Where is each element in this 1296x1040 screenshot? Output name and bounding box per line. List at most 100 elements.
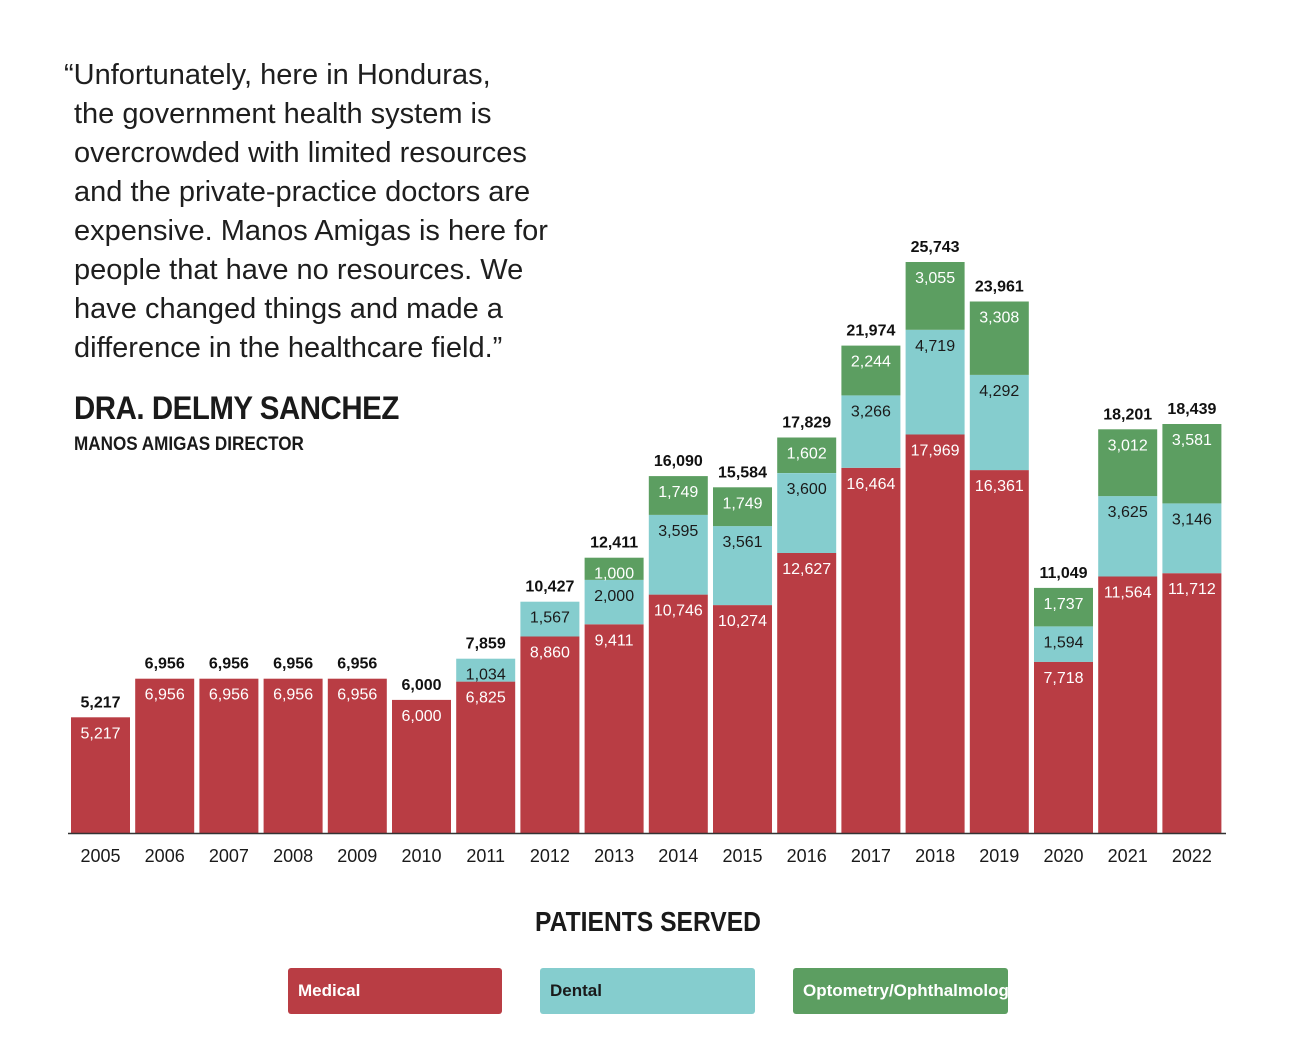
total-label: 6,956 bbox=[209, 656, 249, 673]
segment-label-medical: 11,564 bbox=[1104, 585, 1152, 602]
total-label: 17,829 bbox=[782, 415, 831, 432]
segment-label-dental: 1,567 bbox=[530, 610, 570, 627]
segment-label-medical: 17,969 bbox=[911, 442, 960, 459]
bar-segment-medical bbox=[71, 717, 130, 833]
quote-line: have changed things and made a bbox=[74, 293, 503, 325]
x-tick-label: 2011 bbox=[466, 846, 505, 866]
bar-segment-dental bbox=[905, 329, 965, 435]
segment-label-medical: 6,956 bbox=[145, 687, 185, 704]
quote-author: DRA. DELMY SANCHEZ bbox=[74, 390, 399, 426]
total-label: 6,956 bbox=[273, 656, 313, 673]
x-tick-label: 2010 bbox=[401, 846, 441, 866]
bar-segment-optometry bbox=[1162, 424, 1222, 504]
bar-segment-dental bbox=[1034, 626, 1093, 662]
bar-segment-medical bbox=[841, 467, 901, 833]
quote-line: people that have no resources. We bbox=[74, 254, 524, 286]
bar-segment-optometry bbox=[1034, 587, 1093, 627]
bar-segment-optometry bbox=[1098, 429, 1158, 497]
x-tick-label: 2005 bbox=[80, 846, 120, 866]
segment-label-dental: 3,146 bbox=[1172, 511, 1212, 528]
quote-line: “Unfortunately, here in Honduras, bbox=[64, 59, 491, 91]
segment-label-dental: 3,600 bbox=[787, 481, 827, 498]
bar-segment-dental bbox=[1162, 503, 1222, 574]
legend-medical: Medical bbox=[288, 968, 502, 1014]
segment-label-dental: 1,034 bbox=[466, 667, 506, 684]
x-tick-label: 2015 bbox=[722, 846, 762, 866]
x-tick-label: 2020 bbox=[1043, 846, 1083, 866]
bar-segment-optometry bbox=[713, 487, 772, 527]
bar-segment-optometry bbox=[777, 437, 837, 473]
x-tick-label: 2007 bbox=[209, 846, 249, 866]
segment-label-dental: 1,594 bbox=[1043, 635, 1083, 652]
segment-label-medical: 11,712 bbox=[1168, 581, 1216, 598]
segment-label-optometry: 3,055 bbox=[915, 270, 955, 287]
bar-segment-optometry bbox=[841, 345, 901, 396]
segment-label-dental: 3,625 bbox=[1108, 504, 1148, 521]
segment-label-medical: 12,627 bbox=[782, 561, 831, 578]
segment-label-dental: 2,000 bbox=[594, 588, 634, 605]
x-tick-label: 2022 bbox=[1172, 846, 1212, 866]
segment-label-optometry: 3,012 bbox=[1108, 437, 1148, 454]
quote-author-role: MANOS AMIGAS DIRECTOR bbox=[74, 434, 304, 455]
bar-segment-dental bbox=[969, 374, 1029, 471]
segment-label-optometry: 1,749 bbox=[722, 495, 762, 512]
x-tick-label: 2019 bbox=[979, 846, 1019, 866]
segment-label-medical: 6,956 bbox=[273, 687, 313, 704]
segment-label-optometry: 1,602 bbox=[787, 446, 827, 463]
bar-segment-medical bbox=[456, 681, 516, 833]
segment-label-dental: 4,719 bbox=[915, 338, 955, 355]
bar-segment-medical bbox=[713, 605, 772, 833]
segment-label-optometry: 1,000 bbox=[594, 566, 634, 583]
segment-label-optometry: 3,308 bbox=[979, 310, 1019, 327]
bar-segment-medical bbox=[584, 624, 644, 833]
chart-title: PATIENTS SERVED bbox=[535, 906, 761, 937]
bar-segment-medical bbox=[263, 678, 323, 833]
total-label: 23,961 bbox=[975, 279, 1024, 296]
x-tick-label: 2016 bbox=[787, 846, 827, 866]
bar-segment-dental bbox=[520, 601, 580, 637]
bar-segment-medical bbox=[648, 594, 708, 833]
x-tick-label: 2017 bbox=[851, 846, 891, 866]
bar-segment-dental bbox=[456, 658, 516, 682]
segment-label-medical: 6,956 bbox=[209, 687, 249, 704]
segment-label-medical: 10,746 bbox=[654, 603, 703, 620]
segment-label-medical: 6,825 bbox=[466, 690, 506, 707]
legend-optometry: Optometry/Ophthalmology bbox=[793, 968, 1008, 1014]
bar-segment-medical bbox=[135, 678, 195, 833]
x-tick-label: 2008 bbox=[273, 846, 313, 866]
total-label: 15,584 bbox=[718, 464, 767, 481]
stacked-bar-chart: 5,217 5,217 2005 6,956 6,956 2006 6,956 6,956 20… bbox=[68, 239, 1226, 866]
segment-label-medical: 8,860 bbox=[530, 645, 570, 662]
total-label: 18,201 bbox=[1103, 406, 1152, 423]
bar-segment-optometry bbox=[969, 301, 1029, 375]
total-label: 6,956 bbox=[145, 656, 185, 673]
bar-segment-medical bbox=[905, 434, 965, 833]
x-tick-label: 2018 bbox=[915, 846, 955, 866]
x-tick-label: 2006 bbox=[145, 846, 185, 866]
quote-line: the government health system is bbox=[74, 98, 492, 130]
total-label: 18,439 bbox=[1167, 401, 1216, 418]
segment-label-optometry: 1,737 bbox=[1043, 596, 1083, 613]
bar-segment-medical bbox=[969, 470, 1029, 833]
segment-label-dental: 4,292 bbox=[979, 383, 1019, 400]
bar-segment-dental bbox=[841, 395, 901, 468]
x-tick-label: 2013 bbox=[594, 846, 634, 866]
bar-segment-medical bbox=[520, 636, 580, 833]
segment-label-medical: 5,217 bbox=[80, 725, 120, 742]
bar-segment-dental bbox=[777, 473, 837, 553]
segment-label-optometry: 1,749 bbox=[658, 484, 698, 501]
quote-text: “Unfortunately, here in Honduras, the go… bbox=[64, 56, 584, 368]
total-label: 5,217 bbox=[80, 694, 120, 711]
segment-label-medical: 16,361 bbox=[975, 478, 1024, 495]
quote-line: and the private-practice doctors are bbox=[74, 176, 531, 208]
bar-segment-medical bbox=[392, 699, 451, 833]
bar-segment-medical bbox=[1162, 573, 1222, 833]
bar-segment-medical bbox=[777, 552, 837, 833]
segment-label-medical: 10,274 bbox=[718, 613, 767, 630]
x-tick-label: 2014 bbox=[658, 846, 698, 866]
segment-label-dental: 3,561 bbox=[722, 534, 762, 551]
bar-segment-optometry bbox=[648, 476, 708, 515]
x-tick-label: 2012 bbox=[530, 846, 570, 866]
bar-segment-medical bbox=[327, 678, 387, 833]
total-label: 25,743 bbox=[911, 239, 960, 256]
